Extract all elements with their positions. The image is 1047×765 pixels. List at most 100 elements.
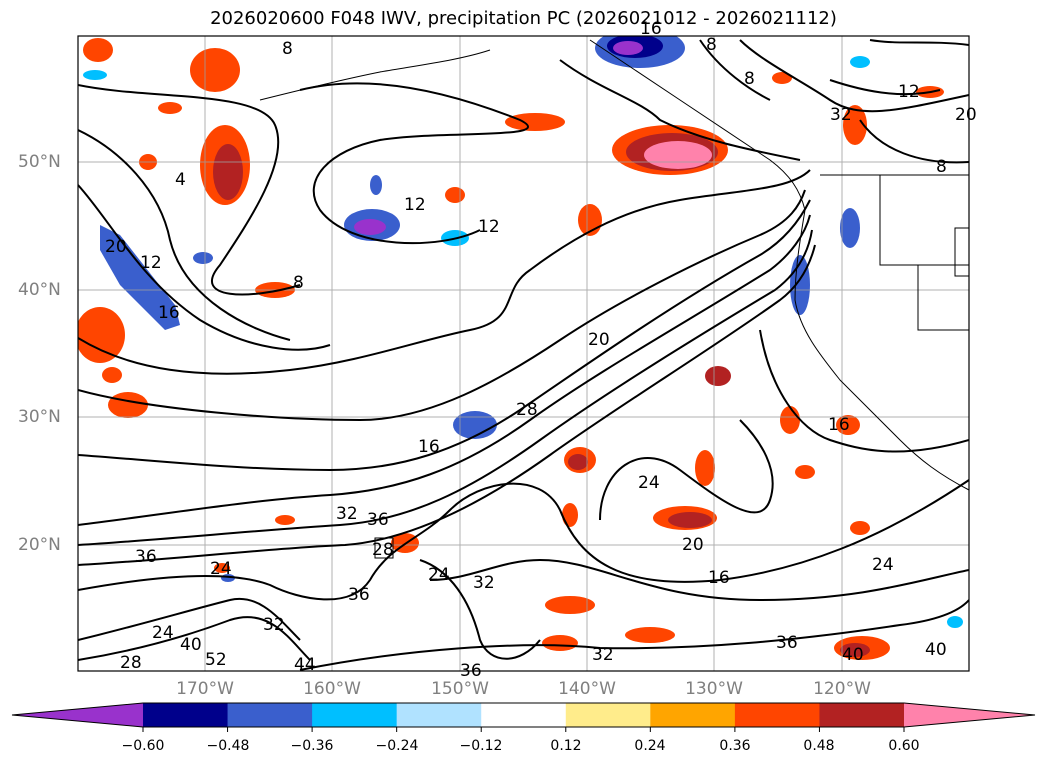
map-title: 2026020600 F048 IWV, precipitation PC (2… [210,8,837,29]
colorbar-cell [819,703,905,727]
contour-label: 40 [180,635,202,655]
contour-label: 32 [263,615,285,635]
precip-neg-area [840,208,860,248]
lat-label: 20°N [18,535,61,555]
precip-pos-core [213,144,243,200]
precip-pos-area [102,367,122,383]
colorbar-cell [734,703,820,727]
contour-label: 20 [105,237,127,257]
contour-label: 8 [706,35,717,55]
colorbar-tick-label: 0.60 [888,738,920,754]
contour-label: 24 [872,555,894,575]
contour-label: 36 [367,510,389,530]
contour-label: 12 [898,82,920,102]
contour-label: 40 [925,640,947,660]
precip-neg-band [100,225,180,330]
contour-label: 24 [210,559,232,579]
contour-label: 8 [293,273,304,293]
contour-label: 28 [120,653,142,673]
contour-label: 36 [776,633,798,653]
contour-label: 44 [294,655,316,675]
precip-pos-area [78,307,125,363]
colorbar-cell [396,703,482,727]
precip-pos-core [840,643,870,657]
colorbar-cell [481,703,567,727]
contour-label: 12 [478,217,500,237]
colorbar-tick-label: −0.36 [290,738,334,754]
contour-label: 12 [140,253,162,273]
colorbar-cell [143,703,229,727]
precip-pos-core [705,366,731,386]
contour-label: 12 [404,195,426,215]
contour-label: 32 [336,504,358,524]
precip-pos-core [668,512,712,528]
contour-label: 20 [588,330,610,350]
contour-label: 32 [830,105,852,125]
precip-neg-area [947,616,963,628]
lat-label: 40°N [18,280,61,300]
contour-label: 20 [682,535,704,555]
precip-neg-peak [613,41,643,55]
colorbar-tick-label: 0.12 [550,738,582,754]
contour-label: 20 [955,105,977,125]
precip-pos-area [214,563,230,573]
colorbar-tick-label: −0.60 [121,738,165,754]
contour-label: 32 [473,573,495,593]
lon-label: 150°W [431,679,489,699]
graticule [78,36,969,671]
precip-pos-area [190,48,240,92]
precip-neg-peak [354,219,386,235]
colorbar-extend-left [12,703,143,727]
precip-neg-area [370,175,382,195]
precip-pos-area [780,406,800,434]
colorbar-cell [312,703,398,727]
precip-pos-area [562,503,578,527]
lon-label: 160°W [303,679,361,699]
colorbar-tick-marks [142,727,905,732]
precip-pos-area [83,38,113,62]
contour-label: 16 [828,415,850,435]
contour-label: 8 [936,157,947,177]
precip-pos-area [505,113,565,131]
contour-label-layer: 8 8 8 8 8 4 12 12 12 12 16 16 16 16 16 2… [105,19,977,681]
contour-label: 16 [708,568,730,588]
contour-label: 28 [372,540,394,560]
colorbar [11,702,1036,732]
lat-label: 50°N [18,152,61,172]
contour-label: 4 [175,170,186,190]
lon-label: 140°W [558,679,616,699]
contour-label: 32 [592,645,614,665]
colorbar-tick-label: −0.24 [375,738,419,754]
colorbar-cell [227,703,313,727]
contour-label: 40 [842,645,864,665]
hawaii-islands [374,537,394,559]
precip-pos-area [542,635,578,651]
colorbar-tick-label: 0.36 [719,738,751,754]
colorbar-tick-label: −0.12 [459,738,503,754]
precip-pos-area [445,187,465,203]
colorbar-tick-label: 0.48 [803,738,835,754]
contour-label: 28 [516,400,538,420]
colorbar-tick-label: 0.24 [634,738,666,754]
precip-pos-area [625,627,675,643]
contour-label: 16 [640,19,662,39]
contour-label: 24 [152,623,174,643]
coastline [259,39,969,491]
colorbar-tick-label: −0.48 [206,738,250,754]
colorbar-extend-right [904,703,1035,727]
lat-label: 30°N [18,407,61,427]
contour-label: 8 [282,39,293,59]
map-plot-area [78,36,969,671]
precip-pos-area [695,450,715,486]
colorbar-cells [143,703,905,727]
contour-label: 52 [205,650,227,670]
contour-label: 24 [638,473,660,493]
map-frame [77,35,970,672]
iwv-contours [78,39,969,671]
precip-pos-area [158,102,182,114]
precip-neg-area [850,56,870,68]
contour-label: 36 [348,585,370,605]
precip-pos-area [108,392,148,418]
lon-label: 120°W [813,679,871,699]
